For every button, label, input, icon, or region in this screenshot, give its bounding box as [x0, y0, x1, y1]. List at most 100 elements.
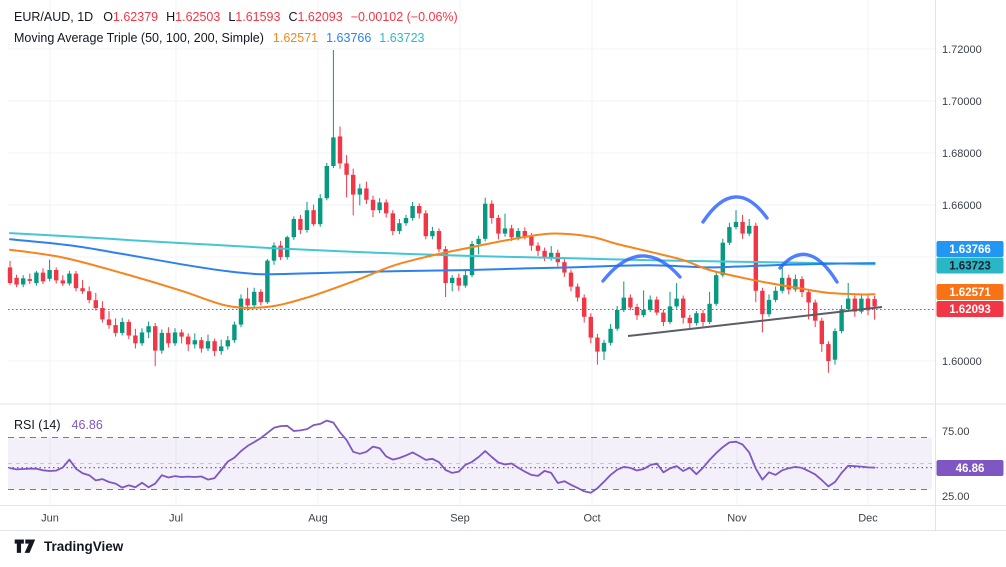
ma-legend-row[interactable]: Moving Average Triple (50, 100, 200, Sim…: [14, 31, 432, 45]
candle-body: [740, 221, 745, 234]
candle-body: [311, 210, 316, 225]
trendline-drawing[interactable]: [627, 306, 883, 337]
candle-body: [205, 341, 211, 349]
change-value: −0.00102 (−0.06%): [350, 10, 458, 24]
candle-body: [747, 225, 752, 234]
rsi-tick-label: 25.00: [942, 491, 970, 503]
candle-body: [476, 238, 481, 244]
rsi-axis-badge-bg: [936, 460, 1004, 476]
candle-body: [423, 213, 428, 237]
candle-body: [403, 218, 409, 224]
head-shoulders-arcs: [601, 195, 839, 284]
candle-body: [331, 137, 336, 166]
candle-body: [27, 279, 32, 281]
candle-body: [436, 231, 442, 250]
candle-body: [252, 291, 257, 306]
arc-drawing[interactable]: [701, 195, 769, 224]
price-axis-badge-3-bg: [936, 301, 1004, 317]
candle-body: [430, 231, 435, 237]
candle-body: [648, 299, 653, 310]
price-axis-badge-1-bg: [936, 257, 1004, 274]
candle-body: [258, 291, 263, 303]
candle-body: [852, 298, 857, 312]
candle-body: [384, 202, 389, 214]
rsi-indicator-label: RSI (14): [14, 418, 61, 432]
price-tick-label: 1.68000: [942, 148, 982, 160]
candle-body: [318, 198, 323, 225]
candle-body: [654, 299, 659, 313]
rsi-line: [9, 419, 876, 494]
time-gridlines: [49, 0, 869, 505]
candle-body: [450, 277, 455, 283]
candle-body: [377, 202, 382, 211]
ma-value-0: 1.62571: [272, 31, 319, 45]
tradingview-logo-text: TradingView: [44, 539, 124, 554]
candle-body: [126, 322, 131, 336]
candle-body: [278, 245, 283, 257]
candle-body: [344, 163, 349, 175]
candle-body: [760, 290, 765, 315]
ohlc-token-l: L1.61593: [228, 10, 281, 24]
ma-indicator-values: 1.62571 1.63766 1.63723: [273, 31, 433, 45]
candle-body: [87, 291, 92, 301]
price-axis[interactable]: 1.72000 1.70000 1.68000 1.66000 1.60000 75.00…: [942, 44, 982, 503]
candle-body: [714, 275, 719, 304]
month-label: Sep: [450, 513, 470, 525]
candle-body: [166, 332, 171, 344]
candle-body: [47, 270, 52, 279]
price-axis-badge-0-bg: [936, 241, 1004, 257]
rsi-legend-row[interactable]: RSI (14) 46.86: [14, 418, 103, 432]
candle-body: [727, 227, 732, 243]
candle-body: [489, 203, 494, 218]
price-tick-label: 1.70000: [942, 96, 982, 108]
candle-body: [628, 297, 633, 308]
candle-body: [113, 325, 118, 333]
rsi-axis-badge: 46.86: [936, 460, 1004, 476]
candle-body: [80, 288, 85, 292]
candle-body: [641, 310, 646, 316]
candle-body: [265, 260, 270, 303]
candle-body: [700, 313, 706, 322]
candle-body: [535, 245, 541, 251]
candle-body: [172, 332, 178, 344]
candle-body: [733, 221, 739, 228]
candle-body: [621, 297, 626, 311]
candle-body: [687, 317, 692, 323]
price-axis-badge-3: 1.62093: [936, 301, 1004, 317]
ma-indicator-label: Moving Average Triple (50, 100, 200, Sim…: [14, 31, 264, 45]
candle-body: [324, 166, 329, 199]
candle-body: [212, 341, 217, 352]
candle-body: [707, 303, 712, 322]
symbol-legend-row[interactable]: EUR/AUD, 1D O1.62379 H1.62503 L1.61593 C1.6…: [14, 10, 458, 24]
candle-body: [106, 319, 112, 326]
month-label: Oct: [583, 513, 600, 525]
candle-body: [186, 336, 191, 345]
tradingview-watermark[interactable]: TradingView: [14, 538, 123, 555]
candle-body: [133, 335, 138, 344]
arc-drawing[interactable]: [601, 254, 682, 283]
candle-body: [773, 290, 778, 300]
candle-body: [615, 310, 620, 329]
ohlc-token-c: C1.62093: [288, 10, 343, 24]
ohlc-token-h: H1.62503: [166, 10, 221, 24]
candle-body: [291, 219, 296, 238]
candle-body: [417, 206, 422, 214]
arc-drawing[interactable]: [778, 252, 839, 284]
candle-body: [456, 277, 461, 286]
candle-body: [139, 332, 145, 344]
candle-body: [153, 326, 158, 351]
month-label: Nov: [727, 513, 747, 525]
candle-body: [846, 298, 851, 309]
chart-plot-area[interactable]: [0, 0, 935, 530]
candle-body: [661, 312, 666, 322]
candle-body: [806, 292, 811, 303]
candle-body: [463, 275, 468, 286]
candle-body: [694, 313, 699, 324]
time-axis[interactable]: Jun Jul Aug Sep Oct Nov Dec: [41, 513, 878, 525]
candle-body: [67, 273, 72, 284]
month-label: Dec: [858, 513, 878, 525]
candle-body: [582, 297, 587, 317]
price-chart-canvas[interactable]: 1.72000 1.70000 1.68000 1.66000 1.60000 75.00…: [0, 0, 1006, 531]
price-axis-badge-2: 1.62571: [936, 284, 1004, 300]
candle-body: [73, 273, 79, 289]
